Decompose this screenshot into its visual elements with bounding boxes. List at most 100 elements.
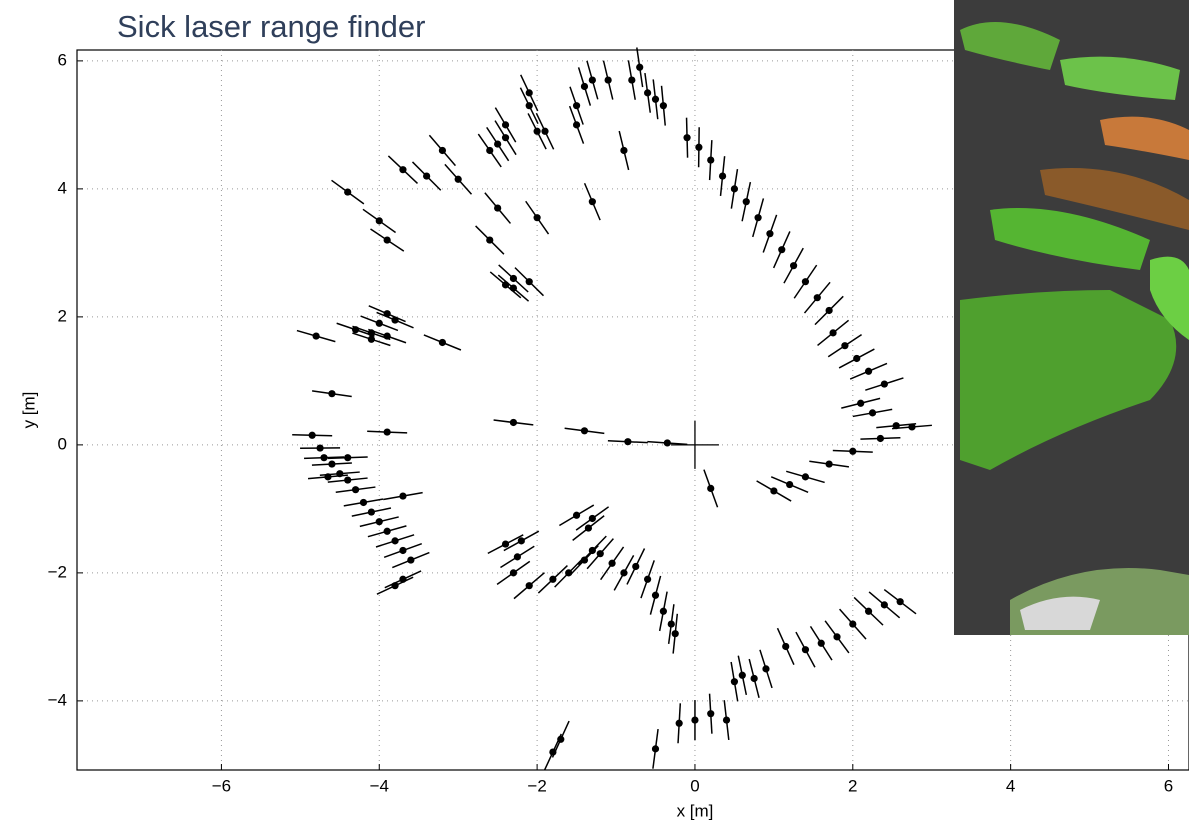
- point: [328, 390, 335, 397]
- y-tick-label: 0: [58, 434, 67, 453]
- point: [510, 569, 517, 576]
- point: [549, 576, 556, 583]
- point: [534, 214, 541, 221]
- point: [557, 736, 564, 743]
- y-tick-label: 2: [58, 306, 67, 325]
- point: [644, 576, 651, 583]
- point: [707, 710, 714, 717]
- point: [908, 423, 915, 430]
- point: [865, 368, 872, 375]
- point: [802, 646, 809, 653]
- point: [518, 537, 525, 544]
- point: [486, 236, 493, 243]
- point: [360, 499, 367, 506]
- point: [770, 487, 777, 494]
- point: [597, 550, 604, 557]
- point: [754, 214, 761, 221]
- point: [510, 284, 517, 291]
- point: [384, 528, 391, 535]
- point: [494, 140, 501, 147]
- point: [660, 608, 667, 615]
- x-tick-label: 4: [1006, 776, 1015, 795]
- point: [608, 560, 615, 567]
- point: [624, 438, 631, 445]
- point: [865, 608, 872, 615]
- point: [309, 432, 316, 439]
- point: [849, 448, 856, 455]
- point: [786, 481, 793, 488]
- point: [605, 76, 612, 83]
- x-tick-label: −6: [212, 776, 231, 795]
- point: [719, 172, 726, 179]
- point: [695, 144, 702, 151]
- point: [841, 342, 848, 349]
- point: [766, 230, 773, 237]
- point: [514, 553, 521, 560]
- point: [849, 620, 856, 627]
- point: [707, 156, 714, 163]
- point: [762, 665, 769, 672]
- point: [802, 278, 809, 285]
- point: [376, 217, 383, 224]
- x-tick-label: −2: [527, 776, 546, 795]
- point: [510, 275, 517, 282]
- point: [589, 547, 596, 554]
- point: [526, 102, 533, 109]
- point: [652, 96, 659, 103]
- point: [573, 121, 580, 128]
- point: [814, 294, 821, 301]
- x-tick-label: 2: [848, 776, 857, 795]
- point: [320, 454, 327, 461]
- y-axis-label: y [m]: [19, 392, 38, 429]
- x-tick-label: 0: [690, 776, 699, 795]
- point: [897, 598, 904, 605]
- point: [652, 592, 659, 599]
- x-tick-label: −4: [370, 776, 389, 795]
- point: [391, 582, 398, 589]
- point: [676, 720, 683, 727]
- point: [407, 556, 414, 563]
- point: [344, 476, 351, 483]
- x-axis-label: x [m]: [677, 801, 714, 820]
- point: [502, 540, 509, 547]
- point: [731, 185, 738, 192]
- point: [526, 582, 533, 589]
- point: [751, 675, 758, 682]
- y-tick-label: −4: [48, 690, 67, 709]
- point: [376, 518, 383, 525]
- point: [585, 524, 592, 531]
- point: [829, 329, 836, 336]
- point: [510, 419, 517, 426]
- point: [486, 147, 493, 154]
- point: [664, 439, 671, 446]
- point: [672, 630, 679, 637]
- point: [423, 172, 430, 179]
- point: [384, 236, 391, 243]
- chart-title: Sick laser range finder: [117, 9, 425, 44]
- point: [877, 435, 884, 442]
- point: [660, 102, 667, 109]
- point: [541, 128, 548, 135]
- y-tick-label: 6: [58, 50, 67, 69]
- point: [826, 460, 833, 467]
- point: [399, 492, 406, 499]
- point: [632, 563, 639, 570]
- point: [589, 198, 596, 205]
- point: [344, 188, 351, 195]
- point: [707, 485, 714, 492]
- point: [826, 307, 833, 314]
- point: [494, 204, 501, 211]
- point: [573, 512, 580, 519]
- point: [723, 716, 730, 723]
- point: [368, 508, 375, 515]
- point: [589, 76, 596, 83]
- point: [384, 428, 391, 435]
- x-tick-label: 6: [1164, 776, 1173, 795]
- point: [502, 134, 509, 141]
- point: [384, 332, 391, 339]
- point: [818, 640, 825, 647]
- point: [691, 716, 698, 723]
- point: [668, 620, 675, 627]
- point: [439, 339, 446, 346]
- point: [869, 409, 876, 416]
